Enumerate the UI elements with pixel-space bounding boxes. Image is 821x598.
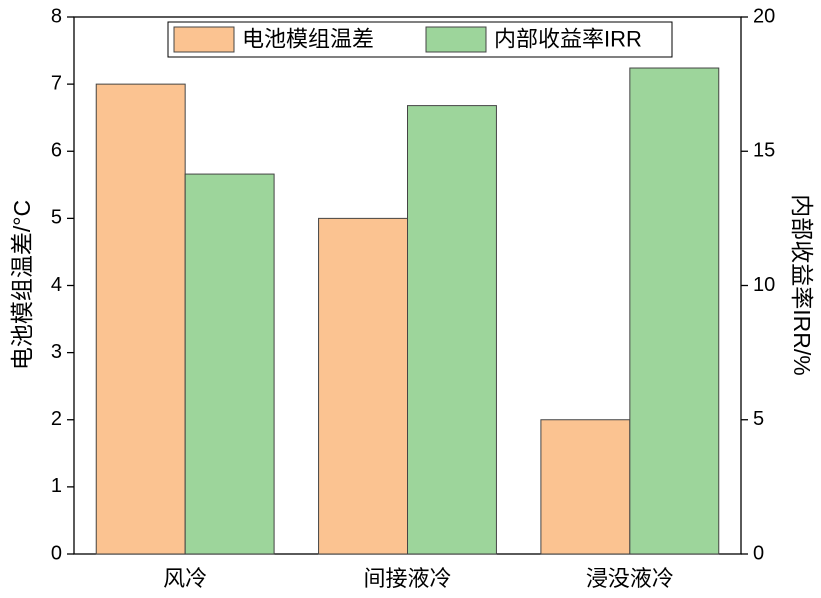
y2-axis-label: 内部收益率IRR/% — [789, 194, 815, 375]
y-tick-label: 2 — [51, 408, 62, 430]
x-tick-label: 风冷 — [163, 566, 207, 591]
y2-tick-label: 15 — [753, 140, 775, 162]
y2-tick-label: 5 — [753, 408, 764, 430]
legend-label: 内部收益率IRR — [494, 26, 642, 51]
y-tick-label: 7 — [51, 72, 62, 94]
x-tick-label: 间接液冷 — [363, 566, 451, 591]
x-tick-label: 浸没液冷 — [586, 566, 674, 591]
y-tick-label: 4 — [51, 274, 62, 296]
bar — [629, 67, 720, 555]
legend-label: 电池模组温差 — [242, 26, 374, 51]
legend-swatch — [425, 26, 487, 53]
y-tick-label: 5 — [51, 207, 62, 229]
bar — [95, 83, 186, 555]
bar — [184, 173, 275, 555]
y-tick-label: 6 — [51, 140, 62, 162]
y-tick-label: 8 — [51, 5, 62, 27]
bar — [318, 217, 409, 555]
bar — [407, 105, 497, 555]
bar — [540, 419, 631, 555]
legend-swatch — [173, 26, 235, 53]
y-axis-label: 电池模组温差/°C — [9, 200, 35, 370]
y2-tick-label: 10 — [753, 274, 775, 296]
y-tick-label: 0 — [51, 542, 62, 564]
y2-tick-label: 0 — [753, 542, 764, 564]
y2-tick-label: 20 — [753, 5, 775, 27]
y-tick-label: 3 — [51, 341, 62, 363]
legend-box — [167, 21, 673, 58]
y-tick-label: 1 — [51, 475, 62, 497]
